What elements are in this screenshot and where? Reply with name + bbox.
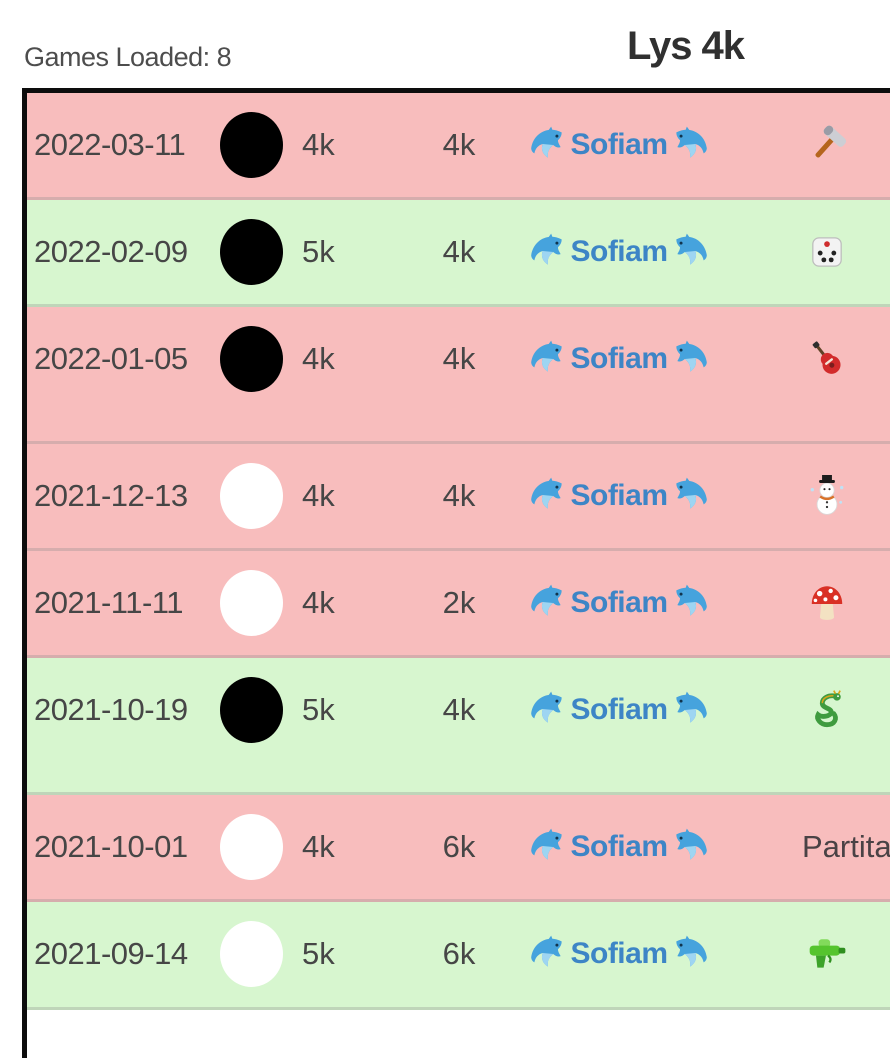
table-row[interactable]: 2022-03-11 4k 4k Sofiam [27,93,890,200]
dolphin-icon [527,689,569,731]
dolphin-icon [669,689,711,731]
white-stone-icon [220,570,283,636]
dragon-icon [719,689,890,731]
dolphin-icon [527,231,569,273]
opponent-name-label: Sofiam [570,128,668,161]
opponent-name[interactable]: Sofiam [519,933,719,975]
white-stone-icon [220,463,283,529]
white-stone-icon [220,814,283,880]
table-row[interactable]: 2021-11-11 4k 2k Sofiam [27,551,890,658]
game-date: 2021-12-13 [34,478,188,513]
opponent-rank: 2k [442,585,476,620]
dolphin-icon [669,338,711,380]
dolphin-icon [527,933,569,975]
stone-cell [204,921,299,987]
opponent-rank: 6k [442,936,476,971]
opponent-name-label: Sofiam [570,342,668,375]
dolphin-icon [527,124,569,166]
table-row[interactable]: 2022-01-05 4k 4k Sofiam [27,307,890,444]
stone-cell [204,677,299,743]
table-row[interactable]: 2022-02-09 5k 4k Sofiam [27,200,890,307]
opponent-name[interactable]: Sofiam [519,124,719,166]
dolphin-icon [669,124,711,166]
white-stone-icon [220,921,283,987]
page-title: Lys 4k [627,24,745,68]
row-content: 2022-02-09 5k 4k Sofiam [27,200,890,304]
dolphin-icon [527,475,569,517]
game-date: 2022-01-05 [34,341,188,376]
dolphin-icon [527,826,569,868]
row-content: 2021-10-01 4k 6k Sofiam Partita [27,795,890,899]
game-date: 2021-10-01 [34,829,188,864]
row-content: 2021-10-19 5k 4k Sofiam [27,658,890,762]
stone-cell [204,112,299,178]
game-date: 2022-02-09 [34,234,188,269]
games-table: 2022-03-11 4k 4k Sofiam 2022-02-09 5k 4k Sofiam… [22,88,890,1058]
opponent-name-label: Sofiam [570,937,668,970]
guitar-icon [719,338,890,380]
row-content: 2022-03-11 4k 4k Sofiam [27,93,890,197]
game-date: 2021-11-11 [34,585,183,620]
opponent-name[interactable]: Sofiam [519,689,719,731]
stone-cell [204,326,299,392]
opponent-rank: 4k [442,478,476,513]
die-icon [719,231,890,273]
game-date: 2021-10-19 [34,692,188,727]
table-row[interactable]: 2021-09-14 5k 6k Sofiam [27,902,890,1010]
player-rank: 5k [302,234,335,269]
game-date: 2022-03-11 [34,127,186,162]
stone-cell [204,814,299,880]
row-content: 2022-01-05 4k 4k Sofiam [27,307,890,411]
black-stone-icon [220,326,283,392]
game-date: 2021-09-14 [34,936,188,971]
snowman-icon [719,475,890,517]
stone-cell [204,219,299,285]
dolphin-icon [669,231,711,273]
mushroom-icon [719,582,890,624]
dolphin-icon [669,475,711,517]
table-row[interactable]: 2021-12-13 4k 4k Sofiam [27,444,890,551]
opponent-name-label: Sofiam [570,235,668,268]
opponent-name-label: Sofiam [570,479,668,512]
player-rank: 4k [302,829,335,864]
black-stone-icon [220,677,283,743]
dolphin-icon [669,826,711,868]
table-row[interactable]: 2021-10-01 4k 6k Sofiam Partita [27,795,890,902]
opponent-rank: 4k [442,341,476,376]
dolphin-icon [669,582,711,624]
row-content: 2021-09-14 5k 6k Sofiam [27,902,890,1006]
table-row[interactable]: 2021-10-19 5k 4k Sofiam [27,658,890,795]
row-content: 2021-12-13 4k 4k Sofiam [27,444,890,548]
opponent-name[interactable]: Sofiam [519,231,719,273]
stone-cell [204,463,299,529]
game-name-label: Partita [802,829,890,864]
black-stone-icon [220,112,283,178]
opponent-name-label: Sofiam [570,693,668,726]
player-rank: 4k [302,478,335,513]
dolphin-icon [527,582,569,624]
opponent-rank: 4k [442,234,476,269]
opponent-name[interactable]: Sofiam [519,475,719,517]
opponent-rank: 6k [442,829,476,864]
dolphin-icon [527,338,569,380]
opponent-name[interactable]: Sofiam [519,338,719,380]
row-content: 2021-11-11 4k 2k Sofiam [27,551,890,655]
player-rank: 4k [302,127,335,162]
opponent-rank: 4k [442,127,476,162]
watergun-icon [719,933,890,975]
opponent-name-label: Sofiam [570,830,668,863]
opponent-name-label: Sofiam [570,586,668,619]
opponent-rank: 4k [442,692,476,727]
games-loaded-label: Games Loaded: 8 [24,42,232,72]
player-rank: 4k [302,341,335,376]
opponent-name[interactable]: Sofiam [519,582,719,624]
stone-cell [204,570,299,636]
player-rank: 5k [302,936,335,971]
black-stone-icon [220,219,283,285]
opponent-name[interactable]: Sofiam [519,826,719,868]
hammer-icon [719,124,890,166]
player-rank: 4k [302,585,335,620]
dolphin-icon [669,933,711,975]
player-rank: 5k [302,692,335,727]
